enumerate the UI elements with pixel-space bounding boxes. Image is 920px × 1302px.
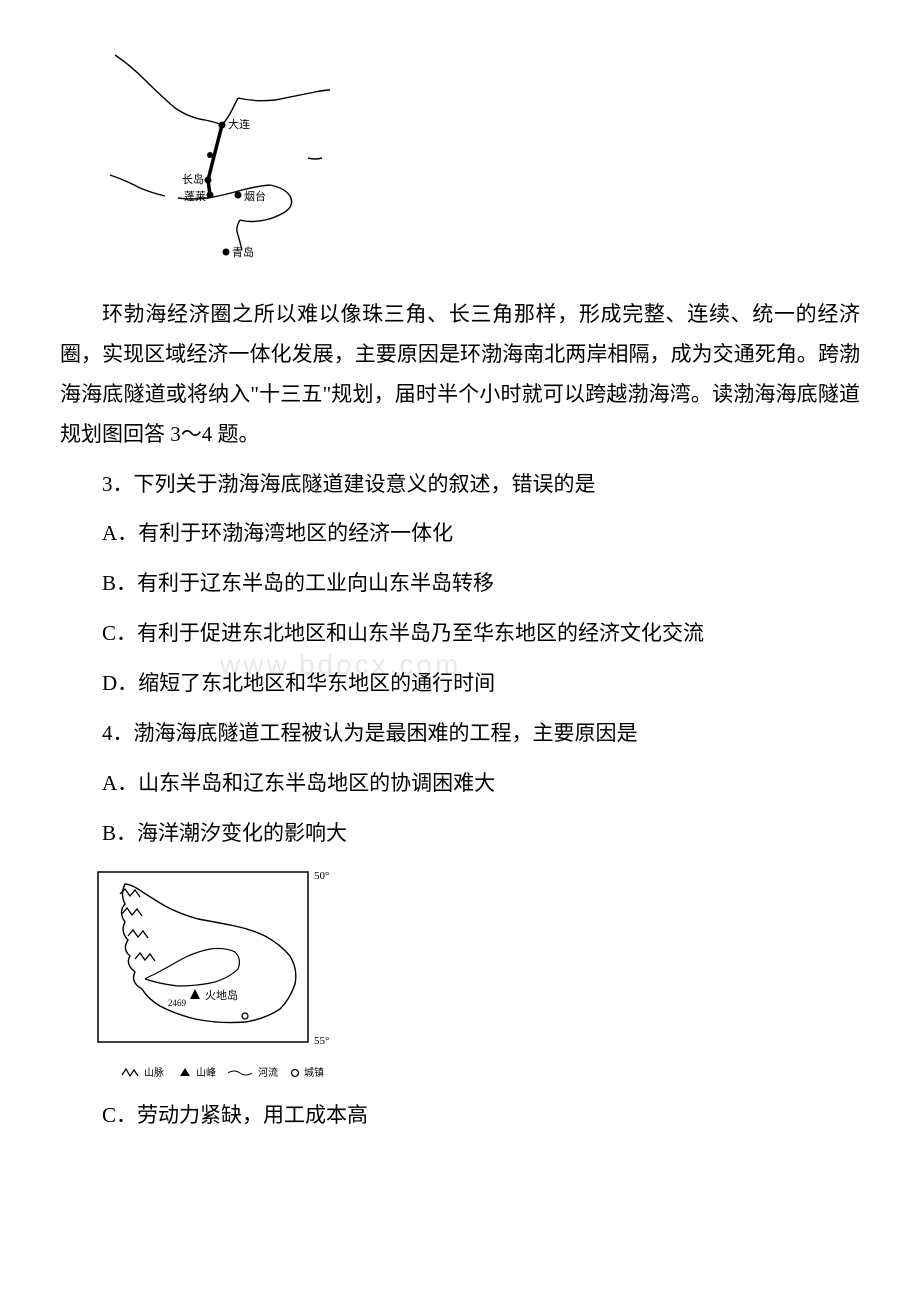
label-dalian: 大连	[228, 117, 250, 131]
passage-text: 环勃海经济圈之所以难以像珠三角、长三角那样，形成完整、连续、统一的经济圈，实现区…	[60, 295, 860, 455]
svg-text:山脉: 山脉	[144, 1066, 164, 1079]
svg-text:山峰: 山峰	[196, 1067, 216, 1079]
q4-stem: 4．渤海海底隧道工程被认为是最困难的工程，主要原因是	[60, 714, 860, 754]
svg-text:城镇: 城镇	[304, 1066, 324, 1079]
q3-option-d: D．缩短了东北地区和华东地区的通行时间	[60, 664, 860, 704]
figure-bohai-map: 大连 长岛 蓬莱 烟台 青岛	[90, 40, 860, 280]
label-lat55: 55°	[314, 1035, 329, 1047]
q3-option-b: B．有利于辽东半岛的工业向山东半岛转移	[60, 564, 860, 604]
label-penglai: 蓬莱	[184, 190, 206, 203]
label-yantai: 烟台	[244, 189, 266, 203]
label-elev: 2469	[168, 998, 187, 1008]
figure2-legend: 山脉 山峰 河流 城镇	[120, 1063, 860, 1081]
label-lat50: 50°	[314, 870, 329, 882]
q4-option-b: B．海洋潮汐变化的影响大	[60, 814, 860, 854]
q4-option-c: C．劳动力紧缺，用工成本高	[60, 1096, 860, 1136]
q3-option-c: C．有利于促进东北地区和山东半岛乃至华东地区的经济文化交流	[60, 614, 704, 654]
label-changdao: 长岛	[182, 172, 204, 186]
label-qingdao: 青岛	[232, 245, 254, 259]
svg-text:河流: 河流	[258, 1066, 278, 1079]
label-place: 火地岛	[205, 988, 238, 1002]
q4-option-a: A．山东半岛和辽东半岛地区的协调困难大	[60, 764, 860, 804]
q3-option-a: A．有利于环渤海湾地区的经济一体化	[60, 514, 860, 554]
figure-tierra-map: 50° 55° 2469 火地岛 山脉 山峰	[90, 864, 860, 1081]
q3-stem: 3．下列关于渤海海底隧道建设意义的叙述，错误的是	[60, 465, 860, 505]
